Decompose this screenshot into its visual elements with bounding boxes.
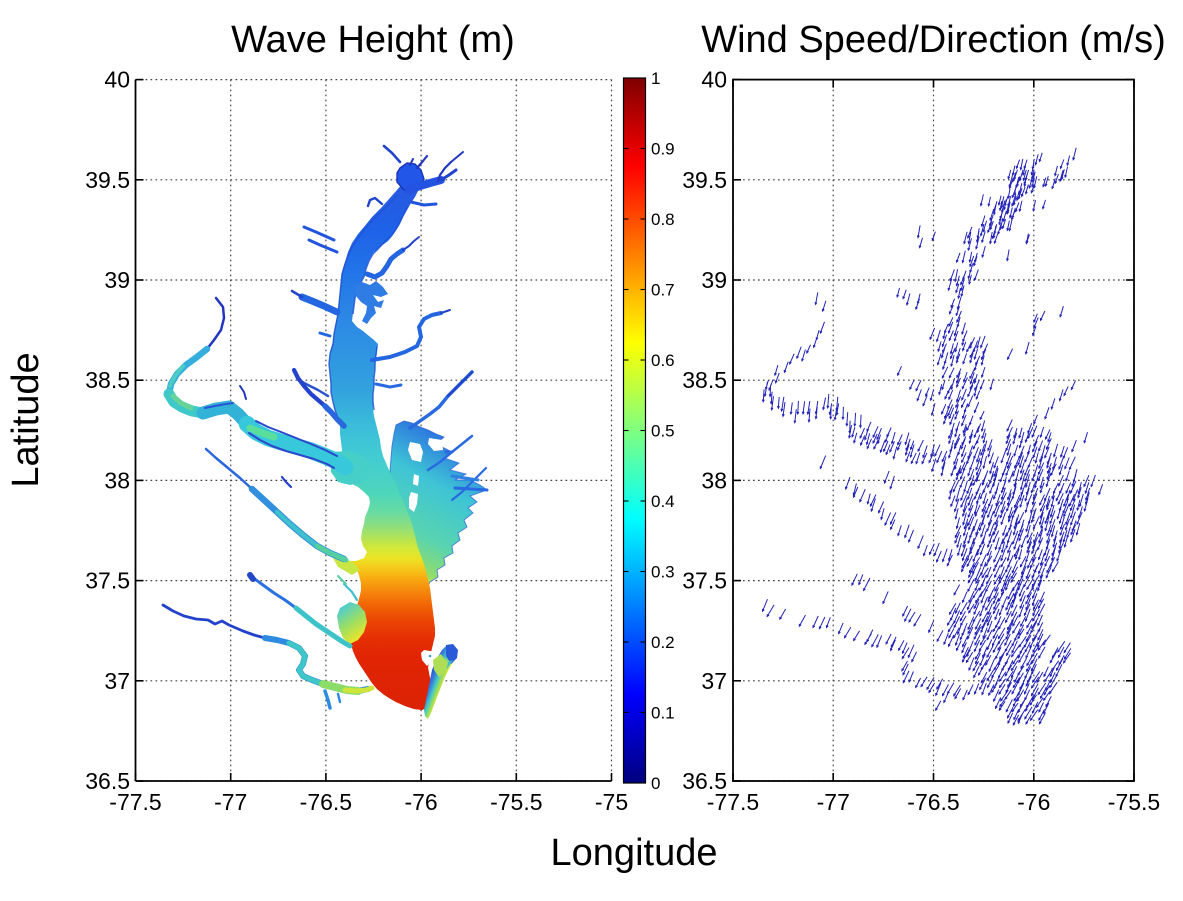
svg-text:36.5: 36.5 bbox=[682, 768, 727, 794]
svg-text:0.9: 0.9 bbox=[651, 140, 675, 159]
svg-text:0.1: 0.1 bbox=[651, 704, 675, 723]
svg-text:-75.5: -75.5 bbox=[490, 789, 542, 815]
svg-text:0: 0 bbox=[651, 774, 660, 793]
svg-text:37: 37 bbox=[701, 668, 727, 694]
svg-text:-77.5: -77.5 bbox=[109, 789, 161, 815]
svg-text:0.3: 0.3 bbox=[651, 563, 675, 582]
svg-text:-76.5: -76.5 bbox=[300, 789, 352, 815]
svg-text:Wind Speed/Direction (m/s): Wind Speed/Direction (m/s) bbox=[701, 19, 1166, 61]
svg-text:36.5: 36.5 bbox=[85, 768, 130, 794]
svg-text:0.5: 0.5 bbox=[651, 422, 675, 441]
svg-text:Latitude: Latitude bbox=[5, 352, 47, 487]
svg-text:39: 39 bbox=[701, 267, 727, 293]
svg-text:-75: -75 bbox=[595, 789, 628, 815]
svg-text:40: 40 bbox=[104, 67, 130, 93]
svg-text:1: 1 bbox=[651, 69, 660, 88]
svg-text:38: 38 bbox=[104, 467, 130, 493]
svg-text:-77.5: -77.5 bbox=[707, 789, 759, 815]
svg-text:39: 39 bbox=[104, 267, 130, 293]
svg-text:37.5: 37.5 bbox=[85, 568, 130, 594]
svg-text:38.5: 38.5 bbox=[85, 367, 130, 393]
svg-text:37: 37 bbox=[104, 668, 130, 694]
svg-text:40: 40 bbox=[701, 67, 727, 93]
svg-text:-76: -76 bbox=[404, 789, 437, 815]
svg-text:Longitude: Longitude bbox=[551, 832, 718, 874]
svg-text:-76.5: -76.5 bbox=[907, 789, 959, 815]
svg-text:0.2: 0.2 bbox=[651, 633, 675, 652]
svg-text:38.5: 38.5 bbox=[682, 367, 727, 393]
svg-text:38: 38 bbox=[701, 467, 727, 493]
svg-text:-77: -77 bbox=[817, 789, 850, 815]
svg-text:-77: -77 bbox=[214, 789, 247, 815]
svg-text:0.7: 0.7 bbox=[651, 281, 675, 300]
svg-text:0.4: 0.4 bbox=[651, 492, 675, 511]
svg-text:-76: -76 bbox=[1017, 789, 1050, 815]
svg-text:-75.5: -75.5 bbox=[1108, 789, 1160, 815]
svg-text:0.6: 0.6 bbox=[651, 351, 675, 370]
svg-text:37.5: 37.5 bbox=[682, 568, 727, 594]
svg-text:39.5: 39.5 bbox=[85, 167, 130, 193]
svg-text:0.8: 0.8 bbox=[651, 210, 675, 229]
svg-text:39.5: 39.5 bbox=[682, 167, 727, 193]
svg-text:Wave Height (m): Wave Height (m) bbox=[231, 19, 515, 61]
